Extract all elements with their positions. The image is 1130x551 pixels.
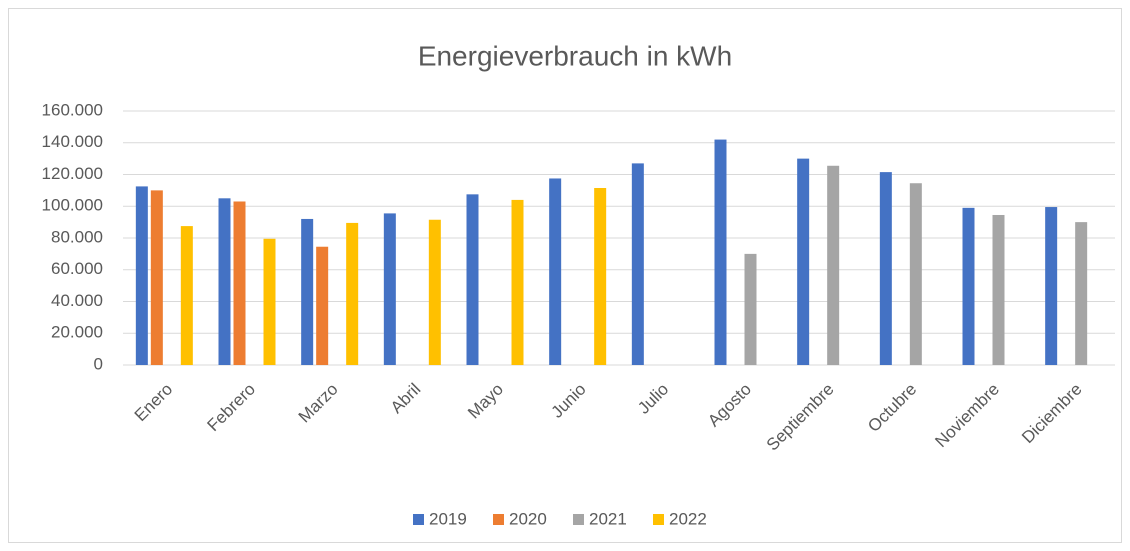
bar [909,183,922,365]
chart-border [8,8,1122,543]
bar [744,253,757,365]
chart-title: Energieverbrauch in kWh [418,40,732,71]
legend-label: 2021 [589,509,627,528]
bar [511,199,524,365]
bar [233,201,246,365]
legend-label: 2020 [509,509,547,528]
legend-swatch [653,514,664,525]
bar [316,246,329,365]
bar [466,194,479,365]
bar [150,190,163,365]
y-tick-label: 20.000 [51,323,103,342]
legend-swatch [413,514,424,525]
bar [218,198,231,365]
legend-swatch [573,514,584,525]
bar [1045,207,1058,365]
y-tick-label: 80.000 [51,227,103,246]
bar [383,213,396,365]
bar [263,238,276,365]
y-tick-label: 140.000 [42,132,103,151]
bar [827,165,840,365]
bar [879,172,892,365]
bar [797,158,810,365]
y-tick-label: 100.000 [42,196,103,215]
y-tick-label: 0 [94,354,103,373]
bar [962,207,975,365]
bar [549,178,562,365]
bar [1075,222,1088,365]
bar [714,139,727,365]
bar [428,219,441,365]
bar [135,186,148,365]
bar [631,163,644,365]
y-tick-label: 40.000 [51,291,103,310]
y-tick-label: 160.000 [42,100,103,119]
legend-swatch [493,514,504,525]
bar [594,187,607,365]
legend-label: 2022 [669,509,707,528]
bar [180,226,193,365]
y-tick-label: 120.000 [42,164,103,183]
legend-label: 2019 [429,509,467,528]
bar [301,218,314,365]
bar [992,214,1005,365]
y-tick-label: 60.000 [51,259,103,278]
bar [346,222,359,365]
